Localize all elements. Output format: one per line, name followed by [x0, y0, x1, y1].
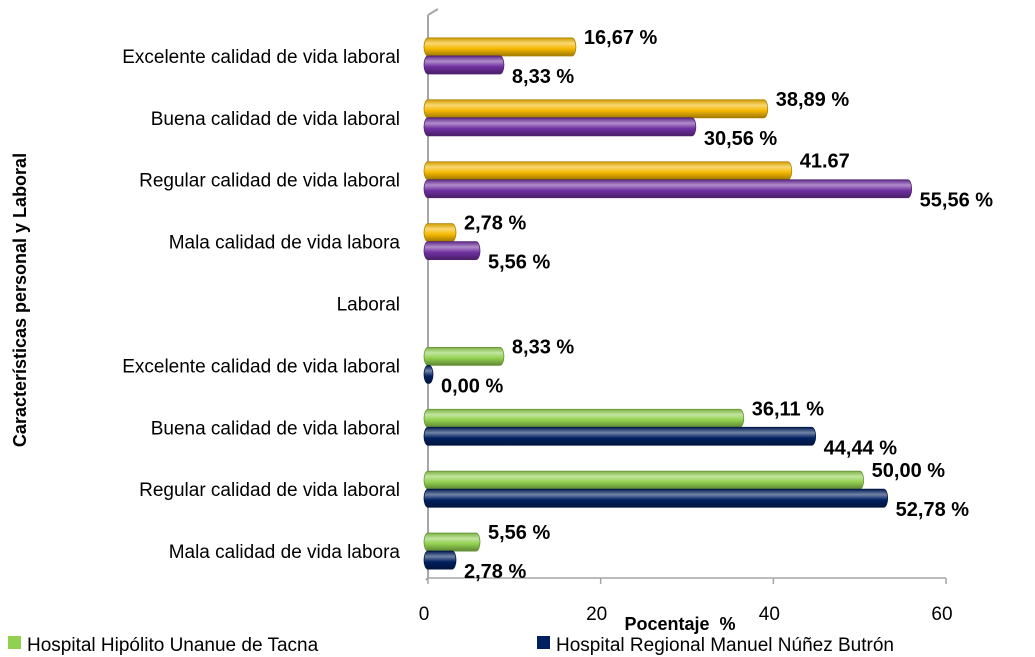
legend-label: Hospital Hipólito Unanue de Tacna: [27, 635, 319, 656]
data-label: 0,00 %: [441, 375, 503, 397]
bar: [423, 223, 457, 243]
y-tick-label: Excelente calidad de vida laboral: [122, 356, 400, 377]
bar: [423, 364, 434, 384]
y-tick-label: Regular calidad de vida laboral: [139, 480, 400, 501]
y-tick-label: Excelente calidad de vida laboral: [122, 47, 400, 68]
x-tick-label: 20: [586, 604, 607, 625]
bar: [423, 470, 865, 490]
bar: [423, 426, 817, 446]
y-tick-label: Regular calidad de vida laboral: [139, 171, 400, 192]
data-label: 38,89 %: [776, 89, 850, 111]
data-label: 5,56 %: [488, 252, 550, 274]
data-label: 55,56 %: [920, 190, 994, 212]
bar: [423, 161, 793, 181]
y-tick-label: Mala calidad de vida labora: [169, 542, 401, 563]
data-label: 44,44 %: [824, 437, 898, 459]
y-tick-label: Laboral: [337, 295, 400, 316]
y-tick-label: Buena calidad de vida laboral: [151, 109, 400, 130]
data-label: 36,11 %: [752, 398, 825, 420]
bar: [423, 408, 745, 428]
legend-swatch: [8, 636, 21, 649]
data-label: 8,33 %: [512, 336, 574, 358]
data-label: 5,56 %: [488, 522, 550, 544]
bar: [423, 37, 577, 57]
bar: [423, 488, 889, 508]
data-label: 16,67 %: [584, 27, 658, 49]
y-axis-title: Características personal y Laboral: [10, 153, 30, 447]
bar: [423, 532, 481, 552]
data-label: 41.67: [800, 151, 850, 173]
bar: [423, 179, 913, 199]
data-label: 52,78 %: [896, 499, 970, 521]
data-label: 2,78 %: [464, 561, 526, 583]
x-tick-label: 40: [759, 604, 780, 625]
data-label: 30,56 %: [704, 128, 778, 150]
bar: [423, 99, 769, 119]
bar: [423, 550, 457, 570]
bar: [423, 117, 697, 137]
x-tick-label: 0: [419, 604, 430, 625]
y-tick-label: Mala calidad de vida labora: [169, 233, 401, 254]
data-label: 8,33 %: [512, 66, 574, 88]
x-axis-title: Pocentaje %: [624, 614, 735, 634]
bar: [423, 241, 481, 261]
y-tick-label: Buena calidad de vida laboral: [151, 418, 400, 439]
legend-swatch: [537, 636, 550, 649]
bar: [423, 55, 505, 75]
legend-label: Hospital Regional Manuel Núñez Butrón: [556, 635, 894, 656]
bar: [423, 346, 505, 366]
x-tick-label: 60: [931, 604, 952, 625]
data-label: 50,00 %: [872, 460, 946, 482]
data-label: 2,78 %: [464, 213, 526, 235]
